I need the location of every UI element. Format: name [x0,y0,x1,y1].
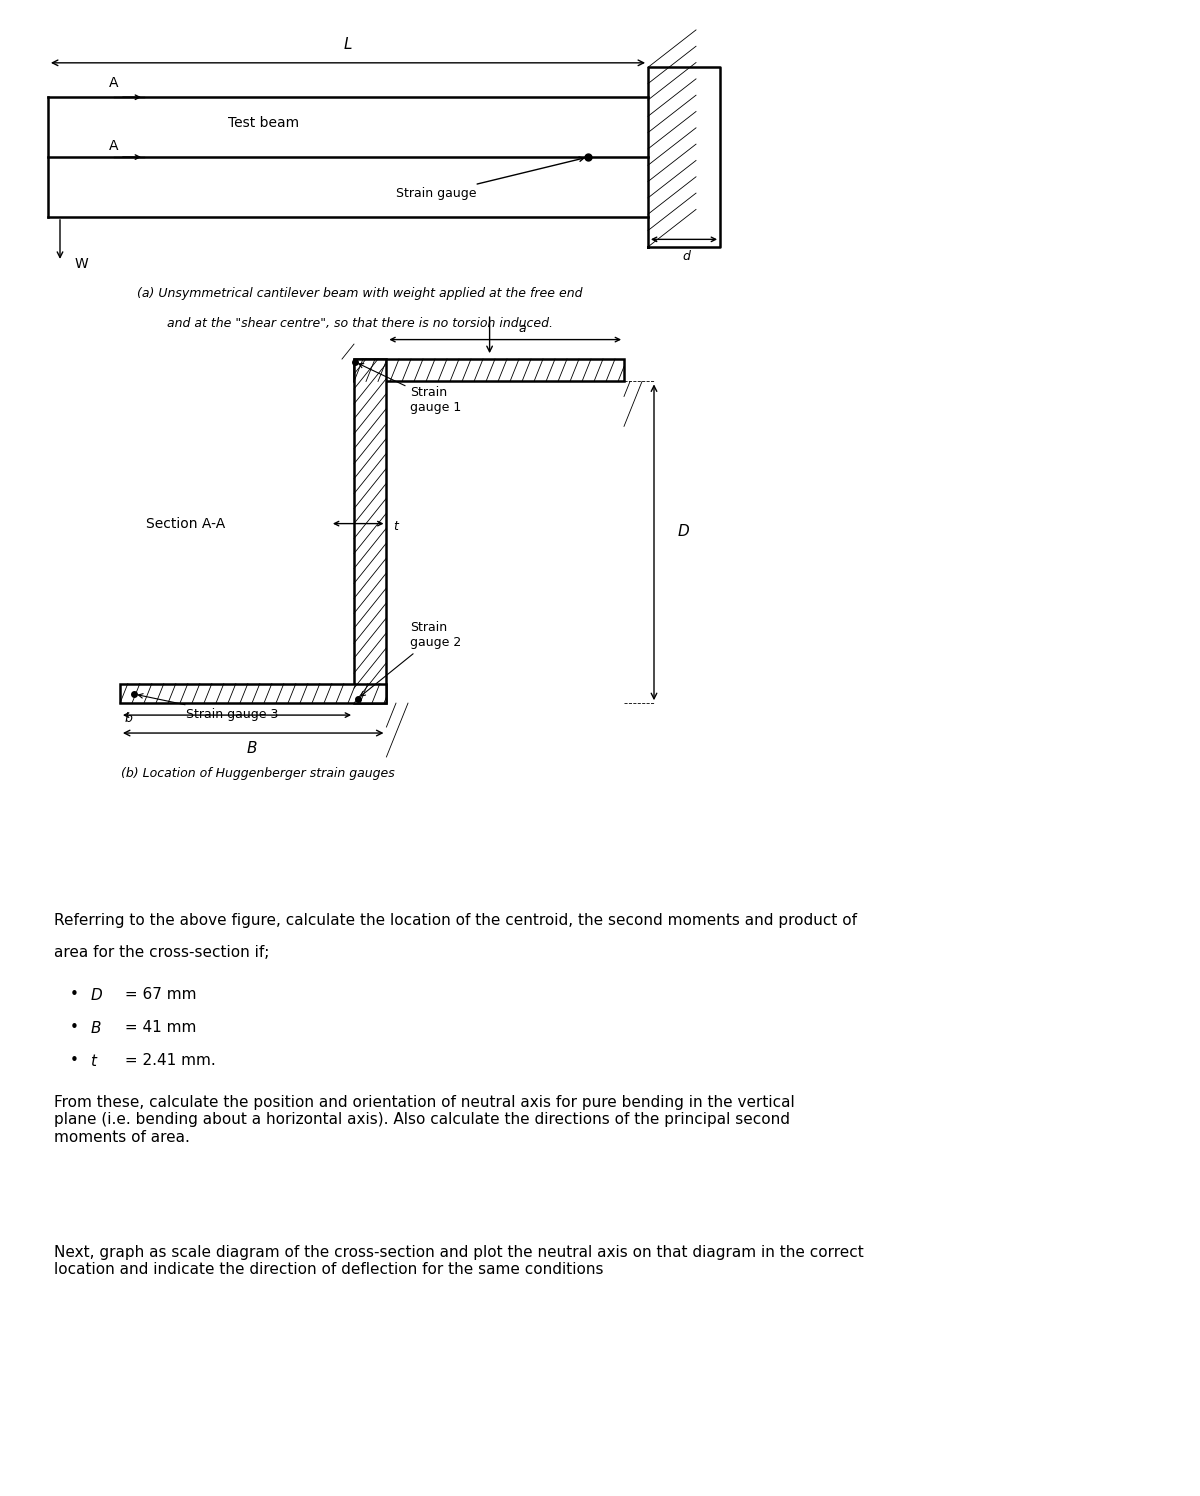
Text: t: t [394,521,398,533]
Text: Section A-A: Section A-A [146,516,226,531]
Text: L: L [343,37,353,52]
Text: Strain gauge 3: Strain gauge 3 [138,694,278,721]
Text: •: • [70,987,78,1002]
Text: $D$: $D$ [90,987,103,1004]
Text: •: • [70,1020,78,1035]
Polygon shape [354,359,386,703]
Text: Next, graph as scale diagram of the cross-section and plot the neutral axis on t: Next, graph as scale diagram of the cros… [54,1245,864,1278]
Text: D: D [678,524,690,539]
Text: = 41 mm: = 41 mm [120,1020,197,1035]
Text: and at the "shear centre", so that there is no torsion induced.: and at the "shear centre", so that there… [167,317,553,331]
Text: $t$: $t$ [90,1053,98,1070]
Text: area for the cross-section if;: area for the cross-section if; [54,945,269,960]
Text: From these, calculate the position and orientation of neutral axis for pure bend: From these, calculate the position and o… [54,1095,794,1144]
Text: Strain
gauge 1: Strain gauge 1 [359,364,462,414]
Text: = 67 mm: = 67 mm [120,987,197,1002]
Text: Referring to the above figure, calculate the location of the centroid, the secon: Referring to the above figure, calculate… [54,913,857,928]
Text: = 2.41 mm.: = 2.41 mm. [120,1053,216,1068]
Text: •: • [70,1053,78,1068]
Polygon shape [120,684,386,703]
Text: a: a [518,322,526,335]
Text: $B$: $B$ [90,1020,102,1037]
Text: Strain
gauge 2: Strain gauge 2 [361,621,462,696]
Text: b: b [125,712,132,724]
Text: B: B [247,741,257,755]
Text: Test beam: Test beam [228,115,300,130]
Text: d: d [683,250,690,263]
Text: A: A [109,76,119,90]
Text: Strain gauge: Strain gauge [396,157,583,200]
Polygon shape [354,359,624,381]
Text: W: W [74,257,88,271]
Text: A: A [109,139,119,153]
Text: (a) Unsymmetrical cantilever beam with weight applied at the free end: (a) Unsymmetrical cantilever beam with w… [137,287,583,301]
Text: (b) Location of Huggenberger strain gauges: (b) Location of Huggenberger strain gaug… [121,767,395,781]
